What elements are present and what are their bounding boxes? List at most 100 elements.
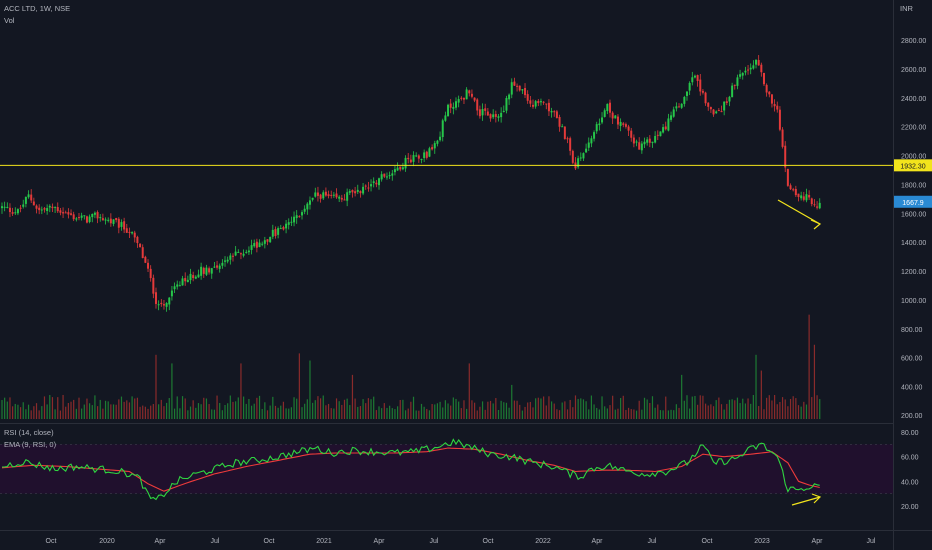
volume-bar [702,395,704,419]
volume-bar [211,409,213,419]
volume-bar [564,401,566,419]
candle-body [470,93,473,97]
candle-body [16,209,19,214]
candle-body [733,84,736,86]
volume-bar [768,395,770,419]
price-down-arrow [777,199,821,225]
candle-body [704,92,707,104]
candle-body [149,268,152,279]
candle-body [478,109,481,117]
volume-bar [651,396,654,419]
volume-bar [155,354,157,419]
candle-body [173,286,176,290]
price-tick-label: 2400.00 [901,96,926,103]
candle-body [56,207,59,212]
volume-bar [455,398,457,419]
candle-body [447,104,450,117]
candle-body [393,169,396,173]
volume-bar [274,405,277,419]
volume-bar [173,408,176,419]
volume-bar [136,397,139,419]
candle-body [154,292,157,304]
volume-bar [59,410,62,419]
candle-body [340,197,343,200]
candle-body [229,255,232,260]
candle-body [91,213,94,218]
volume-bar [237,397,239,419]
volume-bar [476,410,478,419]
volume-bar [62,394,64,419]
volume-bar [638,400,640,419]
candle-body [755,59,758,65]
candle-body [542,101,545,103]
candle-body [282,227,285,230]
volume-bar [548,396,550,419]
candle-body [83,215,86,217]
candle-body [324,191,327,196]
candle-body [670,115,673,120]
rsi-tick-label: 80.00 [901,430,919,437]
candle-body [160,302,163,305]
volume-bar [590,395,593,419]
volume-bar [91,405,93,419]
candle-body [194,276,197,279]
volume-bar [301,407,303,419]
volume-bar [667,410,670,419]
volume-bar [139,406,141,419]
volume-bar [752,395,754,419]
candle-body [362,186,365,194]
candle-body [420,159,423,161]
volume-bar [394,409,396,419]
candle-body [197,274,200,278]
volume-bar [248,399,250,419]
candle-body [295,215,298,219]
candle-body [279,228,282,230]
candle-body [250,245,253,250]
candle-body [691,77,694,83]
volume-bar [205,398,208,419]
candle-body [513,81,516,86]
volume-bar [200,404,202,419]
volume-bar [513,400,516,419]
candle-body [465,89,468,100]
last-price-label: 1667.9 [902,200,924,207]
volume-bar [697,404,699,419]
price-tick-label: 1000.00 [901,298,926,305]
rsi-tick-label: 20.00 [901,504,919,511]
volume-bar [309,360,311,419]
candle-body [144,256,147,263]
volume-bar [30,410,32,419]
candle-body [396,167,399,171]
candle-body [683,96,686,104]
candle-body [717,110,720,112]
candle-body [351,190,354,193]
time-axis-label: Jul [430,538,439,545]
volume-bar [187,410,189,419]
candle-body [489,114,492,119]
ema-legend: EMA (9, RSI, 0) [4,440,57,449]
candle-body [48,205,51,208]
volume-bar [766,397,768,419]
candle-body [269,236,272,243]
time-axis-label: 2023 [754,538,770,545]
candle-body [688,83,691,91]
volume-bar [662,410,664,419]
volume-bar [147,408,149,419]
volume-bar [487,401,489,419]
candle-body [606,103,609,112]
candle-body [72,214,75,220]
candle-body [170,290,173,297]
candle-body [46,208,49,211]
candle-body [277,228,280,235]
volume-bar [208,404,210,419]
volume-bar [763,409,765,419]
volume-bar [463,400,465,419]
candle-body [253,243,256,247]
volume-bar [12,406,14,419]
candle-body [510,82,513,95]
volume-bar [216,395,218,419]
volume-bar [649,402,651,419]
volume-bar [404,410,407,419]
volume-bar [816,395,818,419]
volume-bar [282,401,285,419]
